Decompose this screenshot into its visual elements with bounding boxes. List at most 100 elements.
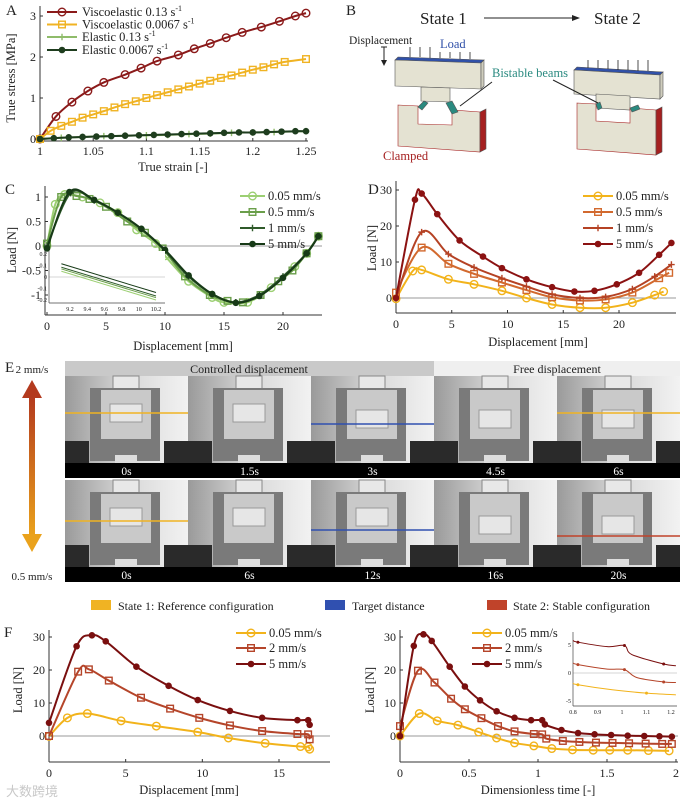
data-point-dot — [558, 726, 565, 734]
machine-part — [557, 545, 581, 567]
data-point-dot — [668, 733, 676, 740]
data-point-circle — [120, 70, 130, 80]
data-point-square — [542, 734, 551, 743]
data-point-square — [302, 55, 311, 64]
inset-x-tick-label: 10 — [136, 307, 142, 313]
inset-y-tick-label: 0.2 — [40, 252, 48, 258]
x-tick-label: 0 — [46, 766, 52, 780]
data-point-square — [78, 113, 87, 122]
data-point-circle — [274, 16, 284, 26]
data-point-square — [430, 678, 439, 687]
data-point-square — [163, 88, 172, 97]
state2-title: State 2 — [594, 9, 641, 28]
legend-name: 2 mm/s — [269, 641, 306, 655]
photo-frame: 3s — [311, 375, 434, 478]
x-axis-label: Displacement [mm] — [133, 339, 233, 353]
machine-part — [311, 545, 335, 567]
x-tick-label: 10 — [196, 766, 208, 780]
data-point-square — [153, 91, 162, 100]
x-tick-label: 0.5 — [462, 766, 477, 780]
time-label: 16s — [488, 570, 505, 582]
inset-y-tick-label: 0 — [568, 671, 571, 677]
bistable-beams-label: Bistable beams — [492, 66, 568, 80]
inset-x-tick-label: 9.4 — [83, 307, 91, 313]
photo-frames: 0s 1.5s 3s 4.5s 6s 0s 6s 12s 16s 20s — [65, 375, 680, 582]
time-label: 0s — [121, 570, 132, 582]
data-point-square — [477, 714, 486, 723]
time-label: 1.5s — [240, 466, 259, 478]
series-line — [399, 712, 670, 752]
machine-part — [410, 441, 434, 463]
data-point-circle — [99, 77, 109, 87]
data-point-dot — [58, 46, 66, 54]
data-point-dot — [476, 697, 484, 704]
data-point-square — [99, 107, 108, 116]
legend-label: Elastic 0.13 s-1 — [82, 29, 156, 44]
watermark: 大数跨境 — [6, 785, 58, 799]
data-point-square — [110, 103, 119, 112]
data-point-square — [259, 63, 268, 72]
machine-part — [656, 545, 680, 567]
data-point-dot — [461, 683, 469, 690]
data-point-circle — [417, 265, 427, 275]
data-point-dot — [479, 253, 487, 260]
y-tick-label: 0 — [30, 132, 36, 146]
time-bar — [557, 567, 680, 582]
inset-data-point — [662, 680, 666, 684]
data-point-circle — [510, 738, 520, 748]
data-point-square — [58, 20, 67, 29]
data-point-dot — [396, 732, 404, 740]
data-point-square — [142, 93, 151, 102]
specimen-core — [109, 507, 143, 527]
data-point-square — [195, 713, 204, 722]
data-point-circle — [497, 286, 507, 296]
data-point-circle — [469, 279, 479, 289]
legend-label: State 2: Stable configuration — [513, 599, 650, 613]
data-point-dot — [107, 132, 115, 140]
specimen-core — [478, 409, 512, 429]
x-tick-label: 2 — [673, 766, 679, 780]
x-tick-label: 1.15 — [189, 144, 210, 158]
data-point-square — [227, 71, 236, 80]
y-tick-label: -1 — [31, 288, 41, 302]
data-point-circle — [432, 716, 442, 726]
x-tick-label: 1.5 — [600, 766, 615, 780]
series-2-mm-s — [45, 664, 314, 744]
header-controlled-bg — [65, 361, 434, 376]
data-point-square — [558, 736, 567, 745]
data-point-circle — [246, 628, 256, 638]
grip-bottom — [484, 559, 506, 567]
data-point-dot — [249, 129, 257, 136]
x-axis-label: Displacement [mm] — [139, 783, 239, 797]
speed-top-label: 2 mm/s — [16, 364, 49, 376]
data-point-circle — [408, 266, 418, 276]
legend-label: 2 mm/s — [505, 641, 542, 655]
machine-part — [311, 441, 335, 463]
inset-x-tick-label: 1 — [621, 710, 624, 716]
legend-label: Viscoelastic 0.0067 s-1 — [82, 17, 195, 32]
y-tick-label: 0 — [35, 239, 41, 253]
data-point-dot — [410, 642, 418, 650]
legend-label: 1 mm/s — [616, 221, 653, 235]
data-point-dot — [93, 133, 100, 140]
data-point-plus — [576, 294, 584, 302]
legend-name: 5 mm/s — [268, 237, 305, 251]
data-point-circle — [659, 287, 669, 297]
data-point-dot — [193, 130, 200, 137]
data-point-circle — [650, 290, 660, 300]
inset-series-line — [61, 268, 157, 299]
y-tick-label: 0 — [39, 729, 45, 743]
grip-bottom — [115, 455, 137, 463]
data-point-dot — [133, 663, 140, 670]
legend-name: Viscoelastic 0.0067 s — [82, 18, 188, 32]
data-point-square — [67, 117, 76, 126]
data-point-dot — [292, 127, 299, 135]
data-point-square — [84, 665, 93, 674]
data-point-square — [45, 732, 54, 741]
data-point-dot — [511, 714, 518, 722]
data-point-square — [238, 68, 247, 77]
series-line — [395, 245, 670, 302]
